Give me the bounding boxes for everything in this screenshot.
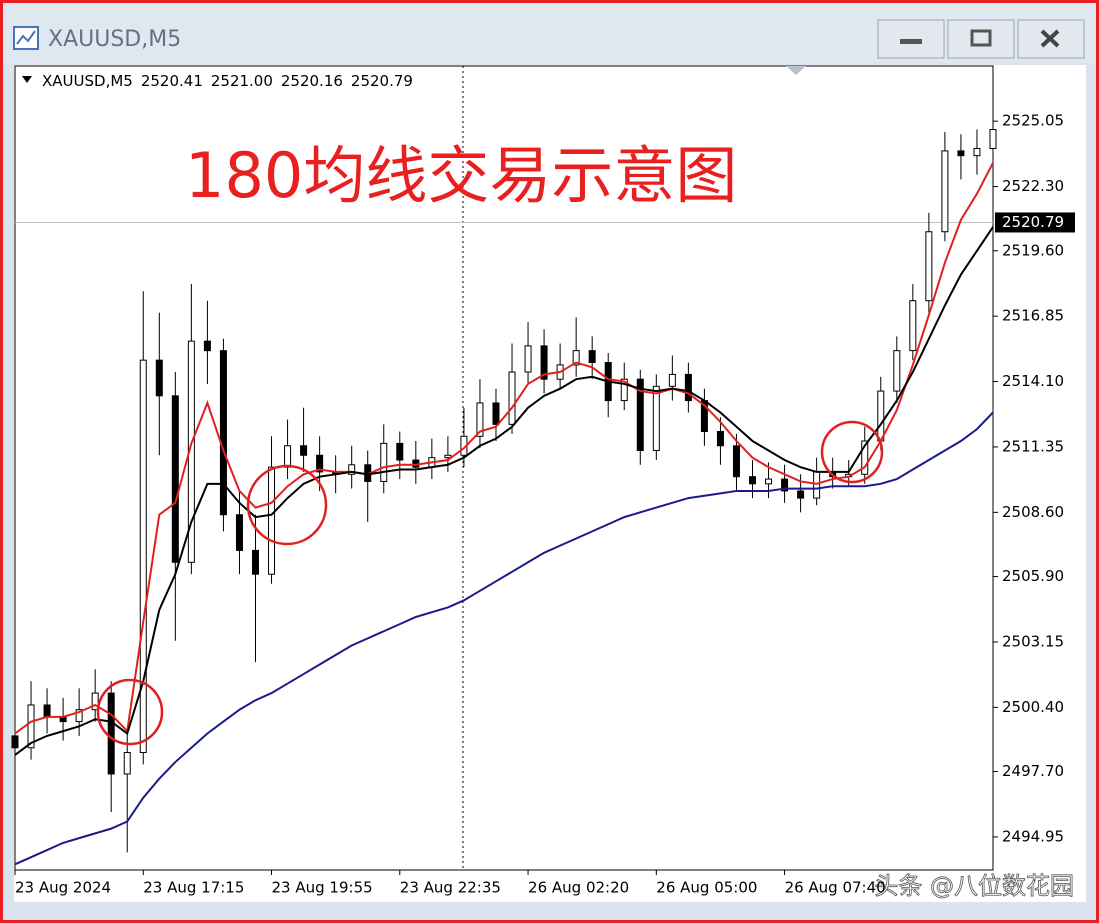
- symbol: XAUUSD,M5: [42, 72, 133, 90]
- candle-body: [91, 692, 99, 711]
- y-tick-label: 2514.10: [1002, 372, 1064, 390]
- candle-body: [268, 466, 276, 575]
- signal-circles: [96, 420, 884, 746]
- watermark: 头条 @八位数花园: [874, 872, 1074, 900]
- y-tick-label: 2525.05: [1002, 112, 1064, 130]
- y-tick-label: 2519.60: [1002, 241, 1064, 259]
- candle-body: [877, 390, 885, 442]
- candle-body: [396, 442, 404, 461]
- candle-body: [476, 402, 484, 437]
- candle-body: [11, 735, 19, 749]
- candle-body: [588, 350, 596, 364]
- candle-body: [155, 359, 163, 397]
- window-icon: [13, 26, 39, 50]
- candle-body: [171, 395, 179, 563]
- candle-body: [524, 345, 532, 373]
- candle-body: [636, 378, 644, 452]
- candle-body: [444, 454, 452, 459]
- candle-body: [989, 128, 997, 150]
- header-value: 2520.16: [281, 72, 343, 90]
- maximize-button[interactable]: [947, 19, 1015, 59]
- y-tick-label: 2516.85: [1002, 307, 1064, 325]
- x-tick-label: 26 Aug 07:40: [785, 879, 886, 897]
- window-title: XAUUSD,M5: [48, 27, 181, 52]
- chart-header: XAUUSD,M5 2520.41 2521.00 2520.16 2520.79: [42, 72, 413, 90]
- candle-body: [348, 464, 356, 475]
- candle-body: [316, 454, 324, 473]
- candle-body: [123, 752, 131, 775]
- candle-body: [732, 445, 740, 478]
- shift-marker: [786, 66, 806, 75]
- candle-body: [861, 440, 869, 475]
- x-tick-label: 26 Aug 02:20: [528, 879, 629, 897]
- annotation: 180均线交易示意图: [185, 139, 737, 212]
- candle-body: [508, 371, 516, 425]
- candle-body: [684, 373, 692, 402]
- candle-body: [781, 478, 789, 492]
- y-tick-label: 2494.95: [1002, 827, 1064, 845]
- candle-body: [235, 514, 243, 551]
- candle-body: [749, 476, 757, 485]
- candle-body: [540, 345, 548, 380]
- candle-body: [765, 478, 773, 485]
- candle-body: [813, 471, 821, 499]
- candle-body: [925, 231, 933, 302]
- y-tick-label: 2522.30: [1002, 177, 1064, 195]
- price-label-bg: [995, 212, 1075, 233]
- x-tick-label: 23 Aug 17:15: [143, 879, 244, 897]
- candle-body: [716, 430, 724, 447]
- header-value: 2520.79: [351, 72, 413, 90]
- y-tick-label: 2511.35: [1002, 437, 1064, 455]
- candle-body: [893, 350, 901, 392]
- candle-body: [107, 692, 115, 775]
- y-tick-label: 2503.15: [1002, 632, 1064, 650]
- candle-body: [941, 150, 949, 233]
- x-tick-label: 23 Aug 22:35: [400, 879, 501, 897]
- close-button[interactable]: [1017, 19, 1085, 59]
- candle-body: [380, 442, 388, 482]
- x-tick-label: 23 Aug 2024: [15, 879, 111, 897]
- price-label: 2520.79: [1002, 213, 1064, 231]
- candle-body: [203, 340, 211, 352]
- menu-arrow: [22, 76, 32, 83]
- y-tick-label: 2497.70: [1002, 762, 1064, 780]
- candle-body: [75, 709, 83, 723]
- candle-body: [620, 378, 628, 402]
- candle-body: [973, 148, 981, 157]
- moving-average: [14, 162, 994, 735]
- moving-average: [14, 411, 994, 866]
- candle-body: [43, 704, 51, 718]
- candle-body: [139, 359, 147, 754]
- x-tick-label: 23 Aug 19:55: [272, 879, 373, 897]
- candle-body: [219, 350, 227, 516]
- candle-body: [668, 373, 676, 387]
- candle-body: [300, 445, 308, 456]
- y-tick-label: 2500.40: [1002, 698, 1064, 716]
- y-tick-label: 2505.90: [1002, 567, 1064, 585]
- candle-body: [572, 350, 580, 366]
- header-value: 2521.00: [211, 72, 273, 90]
- candle-body: [909, 300, 917, 352]
- header-value: 2520.41: [141, 72, 203, 90]
- candle-body: [957, 150, 965, 157]
- candle-body: [652, 385, 660, 452]
- minimize-button[interactable]: [877, 19, 945, 59]
- x-tick-label: 26 Aug 05:00: [656, 879, 757, 897]
- candle-body: [251, 549, 259, 575]
- candle-body: [27, 704, 35, 749]
- candle-body: [797, 490, 805, 499]
- candle-body: [492, 402, 500, 425]
- y-tick-label: 2508.60: [1002, 503, 1064, 521]
- candle-body: [284, 445, 292, 468]
